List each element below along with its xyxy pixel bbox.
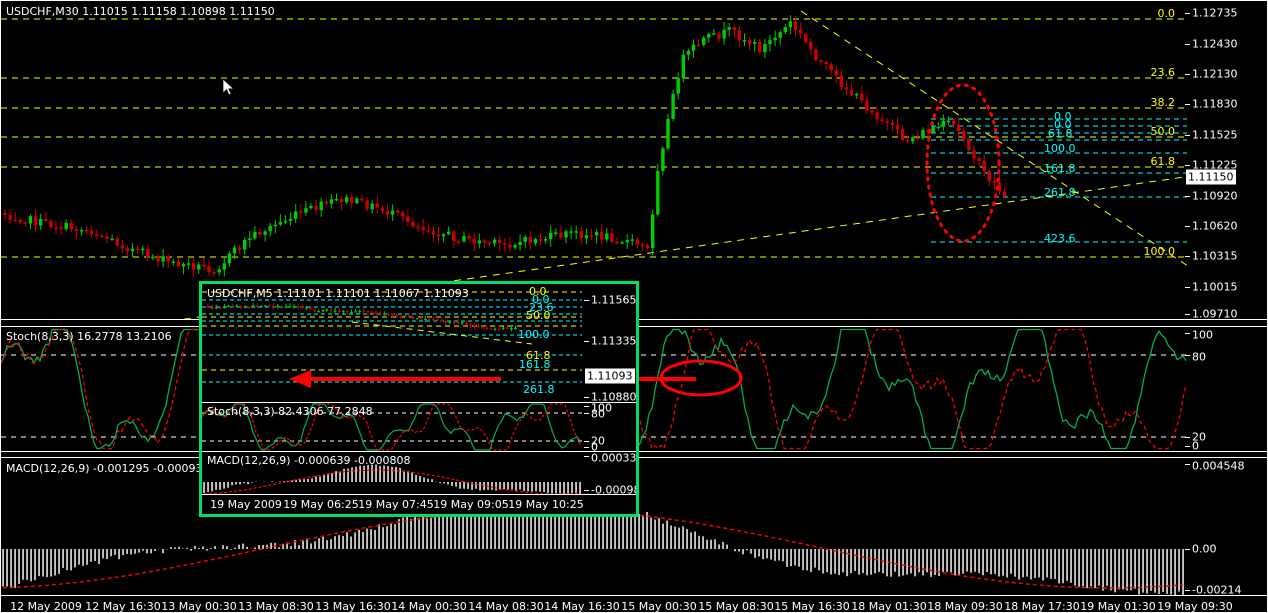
inner-current-price-label: 1.11093: [585, 368, 635, 384]
price-tick: 1.12735: [1192, 6, 1238, 20]
inner-fibexp-1000: 100.0: [518, 328, 550, 341]
time-label: 15 May 16:30: [774, 600, 850, 613]
price-tick: 1.11525: [1192, 128, 1238, 142]
inner-macd-label: -0.00098: [591, 483, 636, 495]
inner-fibexp-0: 0.0: [532, 293, 550, 306]
inner-time-label: 19 May 07:45: [358, 498, 434, 511]
fib-label-1000: 100.0: [1143, 245, 1176, 258]
price-tick: 1.09710: [1192, 307, 1238, 320]
fib-label-236: 23.6: [1150, 66, 1176, 79]
macd-scale-label: 0.004548: [1192, 459, 1245, 473]
inner-price-tick: 1.11335: [591, 334, 636, 348]
time-label: 19 May 01:30: [1080, 600, 1156, 613]
chart-symbol-header: USDCHF,M30 1.11015 1.11158 1.10898 1.111…: [6, 5, 275, 18]
inner-price-tick: 1.11565: [591, 293, 636, 307]
time-label: 18 May 09:30: [927, 600, 1003, 613]
main-time-axis[interactable]: 12 May 2009 12 May 16:30 13 May 00:30 13…: [1, 596, 1267, 613]
inner-macd-label: 0.00033: [591, 452, 636, 465]
inner-fib-0: 0.0: [529, 285, 547, 298]
inner-separator-2: [202, 451, 636, 452]
stoch-scale-label: 20: [1192, 430, 1206, 444]
inner-separator-1: [202, 402, 636, 403]
inner-time-label: 19 May 06:25: [283, 498, 359, 511]
time-axis-separator: [1, 595, 1267, 596]
inner-stoch-label: 80: [591, 407, 605, 421]
inner-m5-chart-window[interactable]: USDCHF,M5 1.11101 1.11101 1.11067 1.1109…: [199, 281, 639, 517]
stoch-scale-label: 80: [1192, 350, 1206, 364]
inner-fibexp-236: 23.6: [529, 301, 554, 314]
price-tick: 1.12430: [1192, 37, 1238, 51]
price-tick: 1.12130: [1192, 67, 1238, 81]
inner-fibexp-1618: 161.8: [519, 358, 551, 371]
macd-scale-label: -0.00214: [1192, 583, 1242, 597]
inner-stochastic-header: Stoch(8,3,3) 82.4306 77.2848: [207, 405, 373, 418]
main-chart-canvas: [1, 10, 1187, 319]
time-label: 12 May 2009: [10, 600, 82, 613]
macd-scale-label: 0.00: [1192, 542, 1217, 556]
inner-stoch-label: 100: [591, 403, 612, 415]
inner-stochastic-pane[interactable]: Stoch(8,3,3) 82.4306 77.2848 100 80 20 0: [202, 403, 636, 451]
price-tick: 1.10315: [1192, 249, 1238, 263]
time-label: 18 May 01:30: [851, 600, 927, 613]
fibexp-label-0a: 0.0: [1054, 110, 1072, 123]
fibexp-label-618: 61.8: [1048, 127, 1073, 140]
inner-fibexp-2618: 261.8: [523, 383, 555, 396]
fibexp-label-1618: 161.8: [1044, 162, 1076, 175]
inner-price-tick: 1.10880: [591, 390, 636, 403]
inner-macd-pane[interactable]: MACD(12,26,9) -0.000639 -0.000808 0.0003…: [202, 452, 636, 494]
fib-label-500: 50.0: [1150, 125, 1176, 138]
inner-time-axis-separator: [202, 494, 636, 495]
fibexp-label-0b: 0.0: [1054, 118, 1072, 131]
time-label: 12 May 16:30: [85, 600, 161, 613]
inner-price-scale[interactable]: 1.11565 1.11335 1.10880 1.11093: [584, 284, 636, 402]
price-tick: 1.11830: [1192, 97, 1238, 111]
price-tick: 1.10015: [1192, 280, 1238, 294]
time-label: 18 May 17:30: [1004, 600, 1080, 613]
inner-stoch-label: 0: [591, 440, 598, 452]
inner-time-label: 19 May 09:05: [433, 498, 509, 511]
price-tick: 1.10920: [1192, 189, 1238, 203]
mouse-cursor: [223, 79, 235, 96]
time-label: 19 May 09:30: [1157, 600, 1233, 613]
main-price-pane[interactable]: 0.0 23.6 38.2 50.0 61.8 100.0 0.0 0.0 61…: [1, 1, 1267, 319]
inner-fib-618: 61.8: [526, 349, 551, 362]
fibexp-label-2618: 261.8: [1044, 186, 1076, 199]
stochastic-scale[interactable]: 100 80 20 0: [1185, 327, 1267, 451]
inner-macd-header: MACD(12,26,9) -0.000639 -0.000808: [207, 454, 411, 467]
inner-time-label: 19 May 2009: [210, 498, 282, 511]
time-label: 14 May 16:30: [544, 600, 620, 613]
inner-macd-scale[interactable]: 0.00033 -0.00098: [584, 452, 636, 494]
current-price-label: 1.11150: [1186, 169, 1236, 185]
fib-label-382: 38.2: [1150, 96, 1176, 109]
time-label: 13 May 16:30: [315, 600, 391, 613]
inner-time-axis[interactable]: 19 May 2009 19 May 06:25 19 May 07:45 19…: [202, 495, 636, 513]
inner-time-label: 19 May 10:25: [508, 498, 584, 511]
price-tick: 1.11225: [1192, 158, 1238, 172]
inner-stoch-label: 20: [591, 434, 605, 448]
macd-scale[interactable]: 0.004548 0.00 -0.00214: [1185, 458, 1267, 596]
time-label: 15 May 08:30: [698, 600, 774, 613]
fibexp-label-1000: 100.0: [1044, 142, 1076, 155]
main-price-scale[interactable]: 1.12735 1.12430 1.12130 1.11830 1.11525 …: [1185, 1, 1267, 319]
stoch-scale-label: 100: [1192, 328, 1213, 342]
price-tick: 1.10620: [1192, 219, 1238, 233]
time-label: 14 May 08:30: [468, 600, 544, 613]
fib-label-618: 61.8: [1150, 155, 1176, 168]
time-label: 14 May 00:30: [391, 600, 467, 613]
fibexp-label-4236: 423.6: [1044, 232, 1076, 245]
time-label: 15 May 00:30: [621, 600, 697, 613]
stoch-scale-label: 0: [1192, 439, 1199, 452]
time-label: 13 May 08:30: [238, 600, 314, 613]
stochastic-header: Stoch(8,3,3) 16.2778 13.2106: [6, 330, 172, 343]
inner-fib-500: 50.0: [526, 309, 551, 322]
time-label: 13 May 00:30: [161, 600, 237, 613]
fib-label-0: 0.0: [1157, 7, 1176, 20]
inner-price-pane[interactable]: USDCHF,M5 1.11101 1.11101 1.11067 1.1109…: [202, 284, 636, 402]
macd-header: MACD(12,26,9) -0.001295 -0.000934: [6, 462, 210, 475]
inner-stoch-scale[interactable]: 100 80 20 0: [584, 403, 636, 451]
inner-symbol-header: USDCHF,M5 1.11101 1.11101 1.11067 1.1109…: [207, 287, 469, 300]
